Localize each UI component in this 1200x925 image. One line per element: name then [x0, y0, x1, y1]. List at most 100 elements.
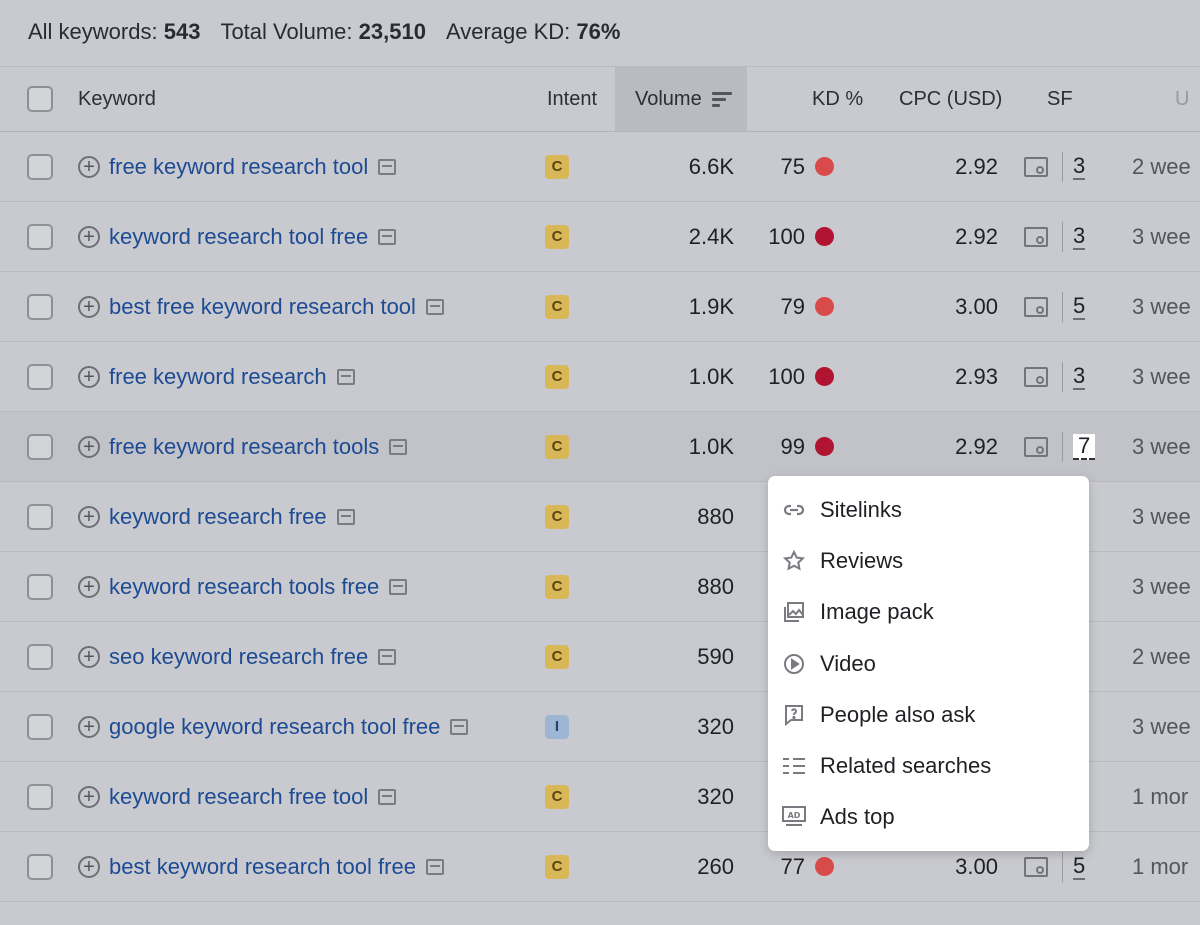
add-to-list-icon[interactable]: + — [78, 435, 100, 458]
row-checkbox[interactable] — [27, 202, 53, 271]
row-checkbox[interactable] — [27, 552, 53, 621]
serp-features-count[interactable]: 3 — [1073, 152, 1086, 180]
keyword-link[interactable]: google keyword research tool free — [109, 713, 441, 739]
row-checkbox[interactable] — [27, 272, 53, 341]
serp-features-icon[interactable] — [1024, 856, 1048, 877]
intent-badge: C — [545, 434, 569, 459]
average-kd-stat: Average KD: 76% — [445, 19, 621, 44]
column-volume[interactable]: Volume — [615, 67, 747, 131]
serp-features-icon[interactable] — [1024, 226, 1048, 247]
serp-preview-icon[interactable] — [378, 788, 397, 805]
serp-features-count[interactable]: 3 — [1073, 222, 1086, 250]
intent-badge: C — [545, 644, 569, 669]
cpc-value: 2.92 — [955, 433, 998, 459]
add-to-list-icon[interactable]: + — [78, 155, 100, 178]
column-kd[interactable]: KD % — [812, 87, 864, 110]
serp-features-count[interactable]: 7 — [1073, 433, 1096, 460]
serp-features-icon[interactable] — [1024, 156, 1048, 177]
kd-indicator — [815, 297, 834, 316]
serp-features-icon[interactable] — [1024, 436, 1048, 457]
intent-badge: C — [545, 224, 569, 249]
serp-feature-item[interactable]: AD Ads top — [768, 792, 1089, 843]
serp-preview-icon[interactable] — [425, 298, 444, 315]
add-to-list-icon[interactable]: + — [78, 645, 100, 668]
table-row: + best free keyword research tool C 1.9K 79 3… — [0, 272, 1200, 342]
table-row: + seo keyword research free C 590 2 wee — [0, 622, 1200, 692]
serp-features-count[interactable]: 3 — [1073, 362, 1086, 390]
serp-preview-icon[interactable] — [450, 718, 469, 735]
serp-feature-label: Related searches — [820, 753, 992, 779]
keyword-link[interactable]: free keyword research — [109, 363, 327, 389]
volume-value: 1.0K — [688, 433, 734, 459]
serp-features-count[interactable]: 5 — [1073, 292, 1086, 320]
keyword-link[interactable]: keyword research tool free — [109, 223, 369, 249]
updated-value: 3 wee — [1132, 363, 1191, 389]
column-keyword[interactable]: Keyword — [78, 87, 156, 110]
serp-features-icon[interactable] — [1024, 296, 1048, 317]
column-cpc[interactable]: CPC (USD) — [899, 87, 1003, 110]
keyword-link[interactable]: keyword research free — [109, 503, 327, 529]
serp-preview-icon[interactable] — [336, 508, 355, 525]
row-checkbox[interactable] — [27, 692, 53, 761]
add-to-list-icon[interactable]: + — [78, 855, 100, 878]
updated-value: 3 wee — [1132, 573, 1191, 599]
keyword-link[interactable]: keyword research free tool — [109, 783, 369, 809]
table-row: + keyword research tool free C 2.4K 100 2.92 3… — [0, 202, 1200, 272]
serp-preview-icon[interactable] — [378, 648, 397, 665]
serp-preview-icon[interactable] — [389, 438, 408, 455]
serp-feature-item[interactable]: Video — [768, 638, 1089, 689]
add-to-list-icon[interactable]: + — [78, 295, 100, 318]
column-sf[interactable]: SF — [1047, 87, 1073, 110]
volume-value: 880 — [697, 503, 734, 529]
row-checkbox[interactable] — [27, 132, 53, 201]
keyword-link[interactable]: best free keyword research tool — [109, 293, 416, 319]
kd-value: 77 — [780, 853, 805, 879]
keyword-link[interactable]: keyword research tools free — [109, 573, 380, 599]
volume-value: 320 — [697, 783, 734, 809]
table-row: + keyword research tools free C 880 3 wee — [0, 552, 1200, 622]
row-checkbox[interactable] — [27, 622, 53, 691]
updated-value: 3 wee — [1132, 433, 1191, 459]
row-checkbox[interactable] — [27, 412, 53, 481]
star-icon — [781, 548, 807, 574]
add-to-list-icon[interactable]: + — [78, 365, 100, 388]
select-all-checkbox[interactable] — [27, 67, 53, 131]
intent-badge: C — [545, 364, 569, 389]
keyword-link[interactable]: best keyword research tool free — [109, 853, 416, 879]
serp-preview-icon[interactable] — [425, 858, 444, 875]
kd-indicator — [815, 857, 834, 876]
updated-value: 1 mor — [1132, 783, 1189, 809]
serp-preview-icon[interactable] — [389, 578, 408, 595]
serp-preview-icon[interactable] — [336, 368, 355, 385]
keyword-link[interactable]: free keyword research tools — [109, 433, 380, 459]
intent-badge: C — [545, 504, 569, 529]
serp-feature-item[interactable]: Image pack — [768, 587, 1089, 638]
serp-features-count[interactable]: 5 — [1073, 852, 1086, 880]
serp-feature-item[interactable]: Related searches — [768, 740, 1089, 791]
list-icon — [781, 753, 807, 779]
row-checkbox[interactable] — [27, 342, 53, 411]
add-to-list-icon[interactable]: + — [78, 575, 100, 598]
keyword-link[interactable]: seo keyword research free — [109, 643, 369, 669]
serp-features-icon[interactable] — [1024, 366, 1048, 387]
serp-preview-icon[interactable] — [378, 228, 397, 245]
row-checkbox[interactable] — [27, 832, 53, 901]
add-to-list-icon[interactable]: + — [78, 785, 100, 808]
add-to-list-icon[interactable]: + — [78, 505, 100, 528]
column-updated[interactable]: U — [1175, 87, 1190, 110]
serp-feature-item[interactable]: People also ask — [768, 689, 1089, 740]
add-to-list-icon[interactable]: + — [78, 715, 100, 738]
link-icon — [781, 497, 807, 523]
play-icon — [781, 651, 807, 677]
kd-indicator — [815, 437, 834, 456]
cpc-value: 3.00 — [955, 293, 998, 319]
add-to-list-icon[interactable]: + — [78, 225, 100, 248]
serp-feature-item[interactable]: Sitelinks — [768, 484, 1089, 535]
keyword-table: Keyword Intent Volume KD % CPC (USD) SF … — [0, 66, 1200, 902]
row-checkbox[interactable] — [27, 482, 53, 551]
keyword-link[interactable]: free keyword research tool — [109, 153, 369, 179]
column-intent[interactable]: Intent — [547, 87, 598, 110]
row-checkbox[interactable] — [27, 762, 53, 831]
serp-preview-icon[interactable] — [378, 158, 397, 175]
serp-feature-item[interactable]: Reviews — [768, 535, 1089, 586]
